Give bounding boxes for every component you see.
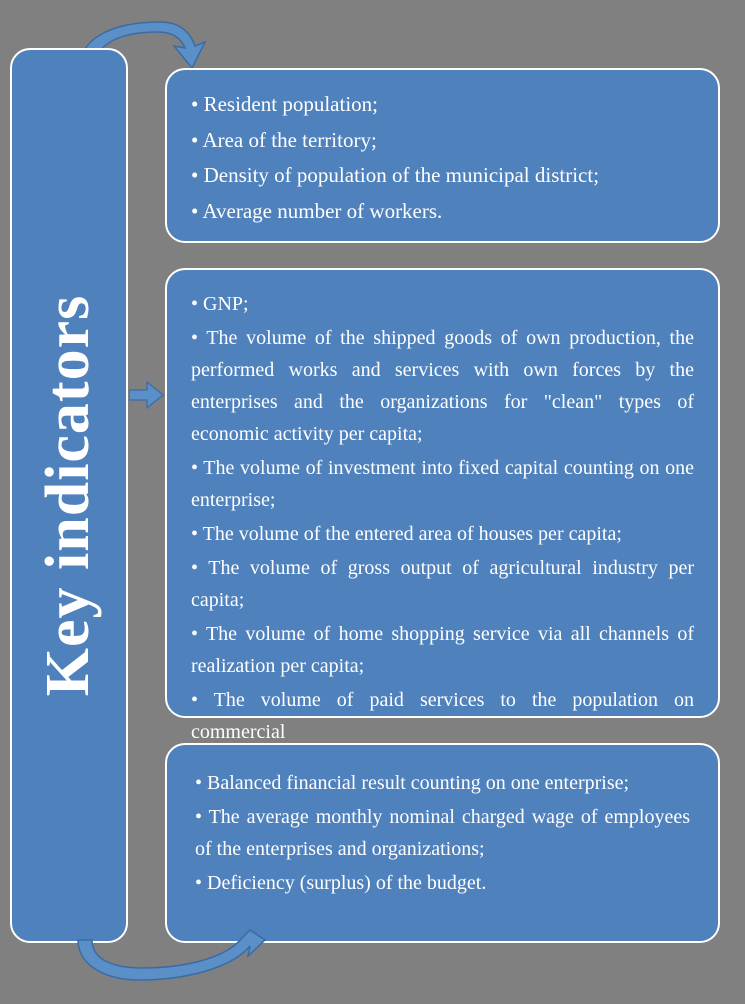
connector-arrow-icon xyxy=(129,380,165,410)
indicator-item: • GNP; xyxy=(191,288,694,320)
indicator-item: • Deficiency (surplus) of the budget. xyxy=(195,867,690,899)
indicator-item: • The volume of the entered area of hous… xyxy=(191,518,694,550)
indicator-item: • The volume of the shipped goods of own… xyxy=(191,322,694,450)
indicator-item: • The average monthly nominal charged wa… xyxy=(195,801,690,865)
curve-arrow-bottom-icon xyxy=(70,922,270,992)
sidebar-title: Key indicators xyxy=(34,295,105,696)
sidebar-key-indicators: Key indicators xyxy=(10,48,128,943)
indicator-item: • Area of the territory; xyxy=(191,124,694,158)
indicator-item: • Resident population; xyxy=(191,88,694,122)
indicator-item: • Density of population of the municipal… xyxy=(191,159,694,193)
indicator-group-1: • Resident population; • Area of the ter… xyxy=(165,68,720,243)
indicator-item: • The volume of gross output of agricult… xyxy=(191,552,694,616)
indicator-group-3: • Balanced financial result counting on … xyxy=(165,743,720,943)
indicator-item: • Balanced financial result counting on … xyxy=(195,767,690,799)
indicator-item: • Average number of workers. xyxy=(191,195,694,229)
indicator-item: • The volume of investment into fixed ca… xyxy=(191,452,694,516)
indicator-group-2: • GNP; • The volume of the shipped goods… xyxy=(165,268,720,718)
indicator-item: • The volume of home shopping service vi… xyxy=(191,618,694,682)
indicator-item: • The volume of paid services to the pop… xyxy=(191,684,694,748)
